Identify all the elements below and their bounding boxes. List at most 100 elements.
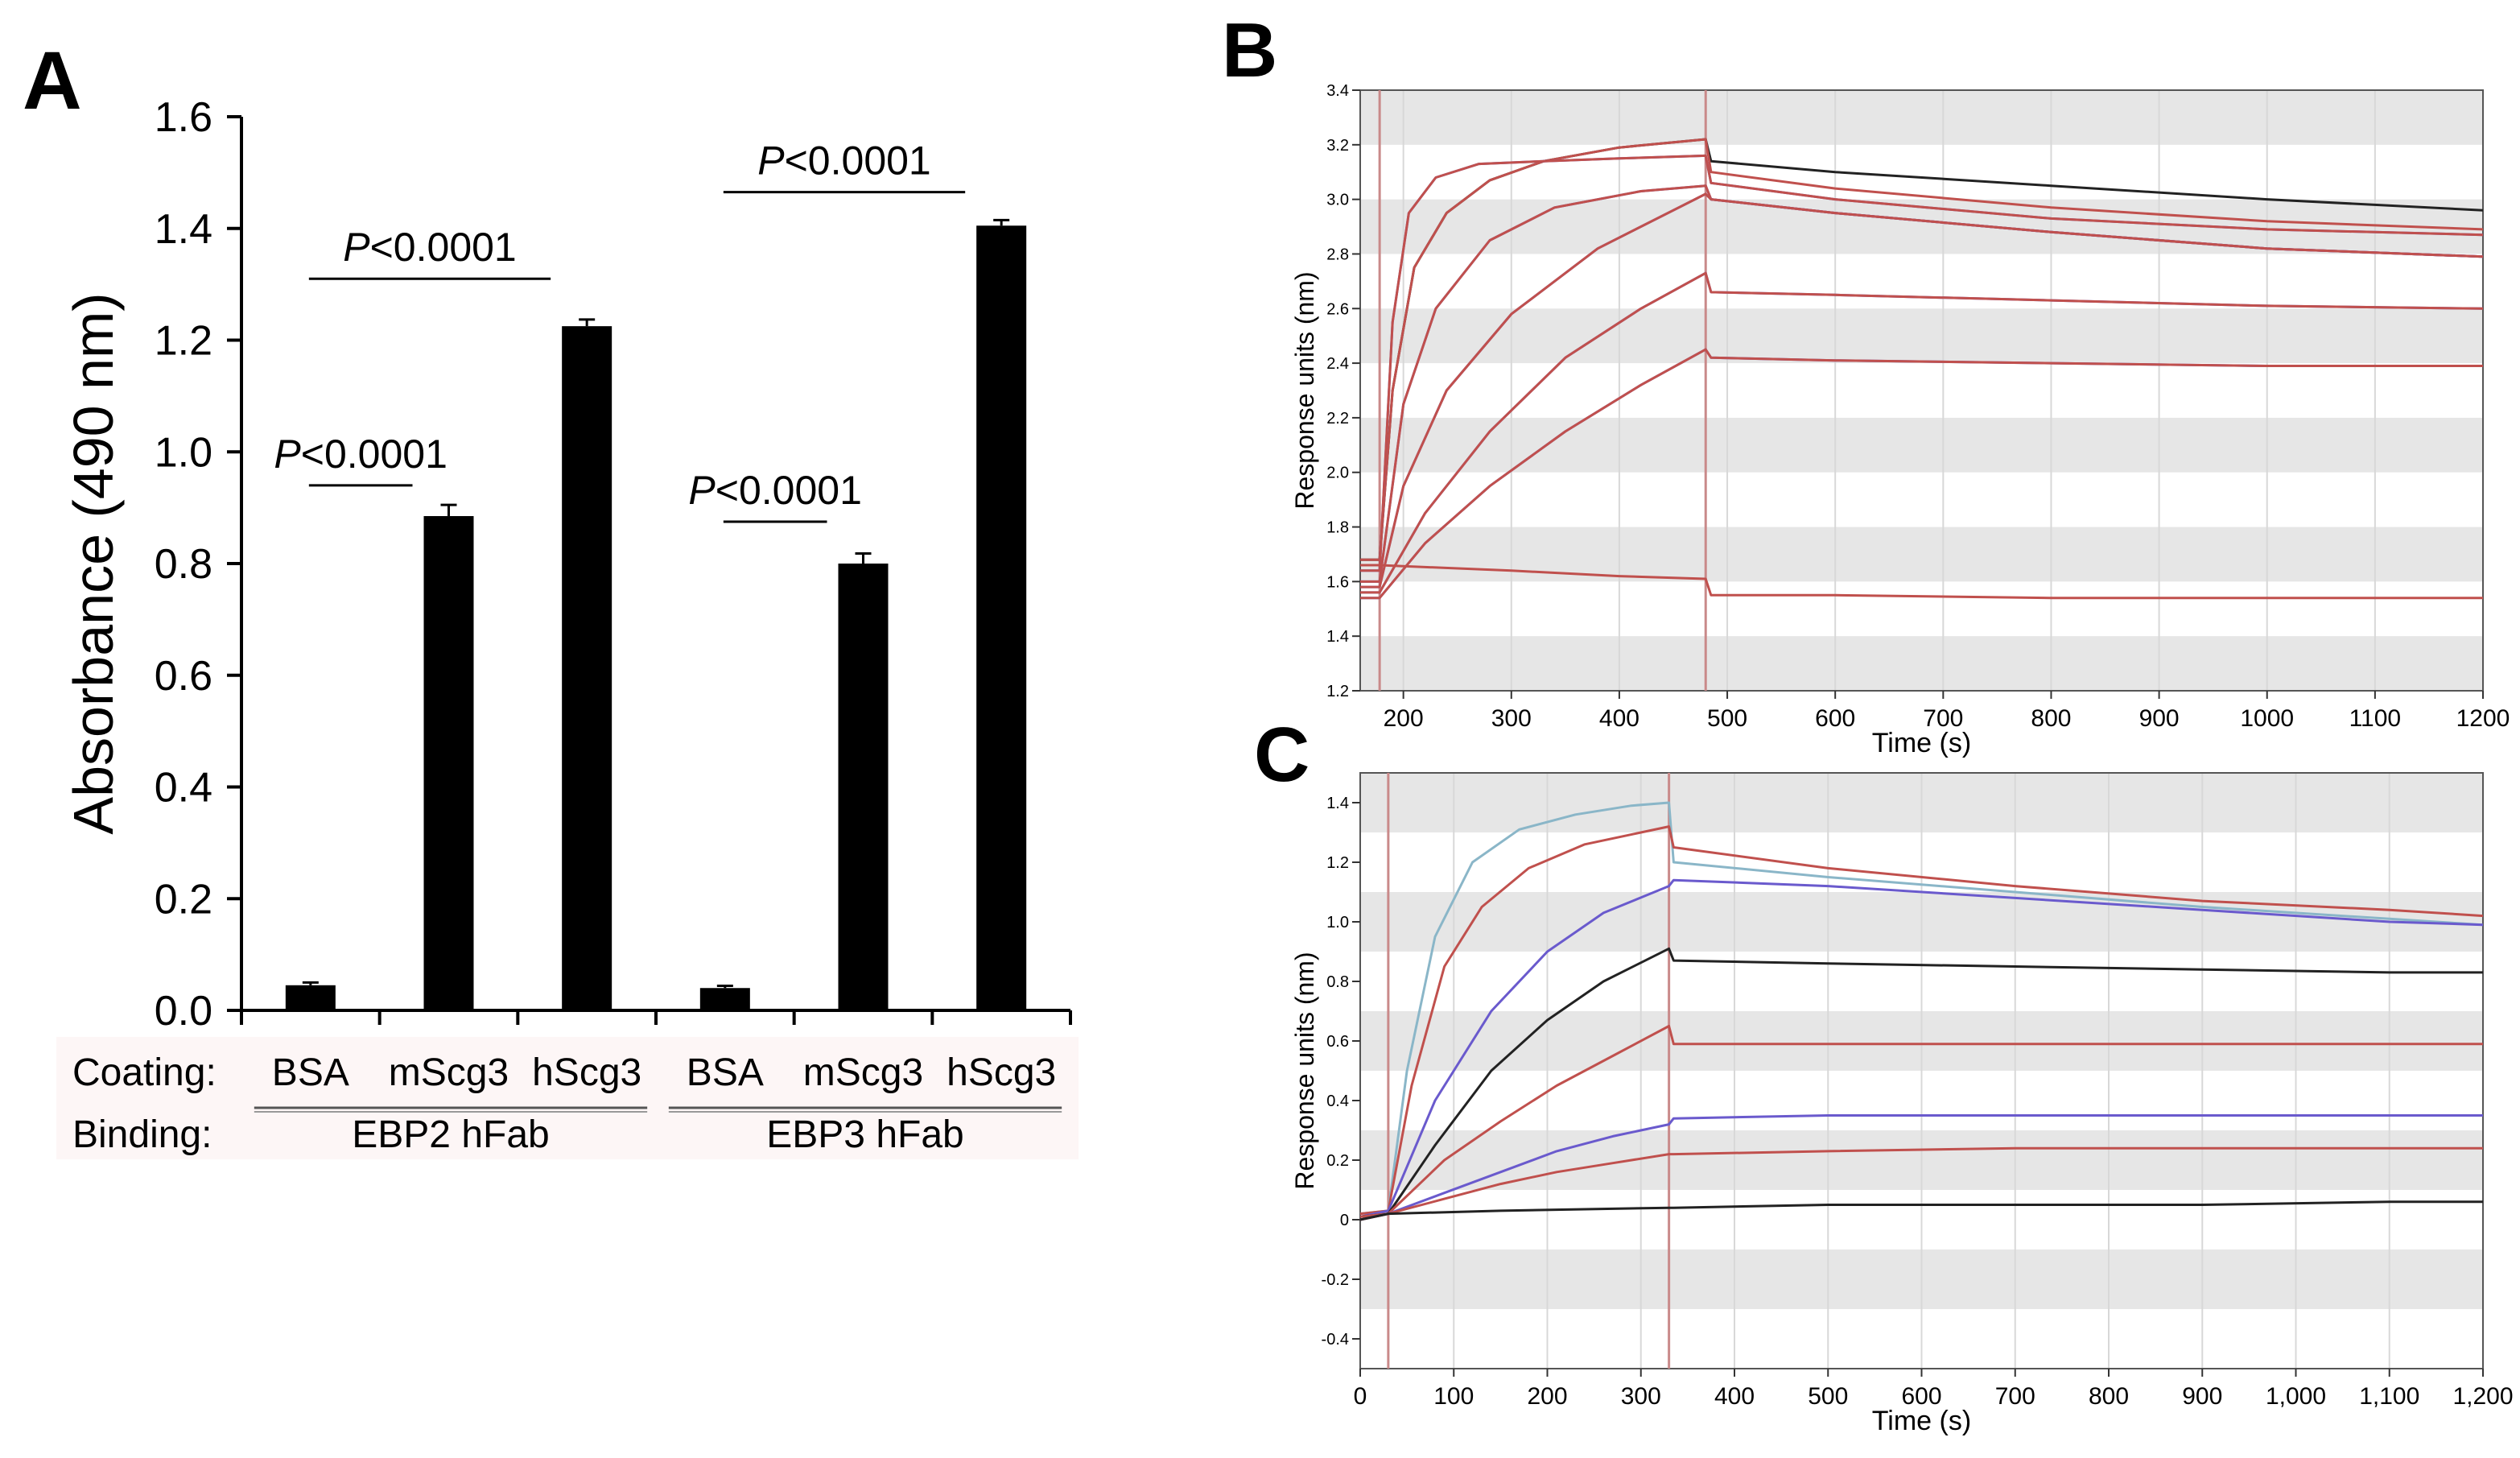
y-tick-label: 3.0 [1326,192,1349,209]
y-tick-label: 0.8 [155,541,212,588]
y-tick-label: 1.6 [155,94,212,141]
gridline-band [1360,636,2483,691]
x-tick-label: 700 [1923,705,1963,732]
x-tick-label: 1200 [2456,705,2510,732]
y-tick-label: -0.2 [1322,1271,1349,1289]
y-tick-label: 1.4 [155,206,212,253]
chart-c-line: -0.4 -0.2 0 0.2 0.4 0.6 0.8 1.0 1.2 1.4 0 100 200 300… [1290,772,2514,1436]
y-tick-label: 1.0 [155,429,212,476]
x-tick-label: 800 [2031,705,2071,732]
y-tick-label: 0.8 [1326,973,1349,991]
y-tick-label: 0.6 [1326,1033,1349,1051]
y-tick-label: 3.2 [1326,137,1349,155]
binding-row-label: Binding: [72,1113,212,1156]
x-tick-label: 0 [1354,1383,1367,1410]
p-value-label: P<0.0001 [343,225,517,270]
y-tick-label: 1.8 [1326,519,1349,537]
series-line-trace-1 [1359,801,2484,1216]
series-line-trace-7 [1359,1146,2483,1221]
x-tick-label: 800 [2089,1383,2129,1410]
gridline-band [1360,527,2483,582]
p-symbol: P [274,432,301,477]
bar [976,225,1027,1010]
y-tick-label: 1.4 [1326,795,1349,812]
bar [423,516,474,1010]
series-line-trace-2 [1359,825,2484,1216]
y-tick-label: 3.4 [1326,82,1349,100]
y-tick-label: -0.4 [1322,1331,1349,1349]
chart-b-line: 1.2 1.4 1.6 1.8 2.0 2.2 2.4 2.6 2.8 3.0 3.2 3.4 200 3… [1290,82,2510,758]
panel-label-b: B [1222,7,1277,93]
x-tick-label: 500 [1707,705,1747,732]
series-line-trace-7-data [1360,564,2483,600]
group-label: EBP2 hFab [352,1113,549,1156]
y-tick-label: 2.4 [1326,355,1349,373]
gridline-band [1360,417,2483,473]
bar [838,564,889,1010]
category-label: BSA [272,1051,349,1094]
y-tick-label: 0.4 [1326,1092,1349,1110]
y-tick-label: 1.0 [1326,914,1349,931]
group-label: EBP3 hFab [766,1113,963,1156]
x-tick-label: 1000 [2240,705,2294,732]
gridline-band [1360,90,2483,145]
series-line-trace-4-fit [1360,192,2484,589]
y-tick-label: 2.6 [1326,300,1349,318]
x-tick-label: 600 [1901,1383,1941,1410]
y-tick-label: 1.2 [1326,683,1349,700]
x-tick-label: 900 [2182,1383,2222,1410]
x-tick-label: 600 [1815,705,1855,732]
x-tick-label: 700 [1995,1383,2035,1410]
y-tick-label: 0.4 [155,765,212,812]
bar [562,326,612,1010]
panel-label-a: A [23,35,82,126]
y-tick-label: 1.6 [1326,573,1349,591]
x-tick-label: 100 [1433,1383,1474,1410]
x-tick-label: 300 [1621,1383,1661,1410]
series-line-trace-5 [1359,1025,2483,1218]
y-axis-label: Response units (nm) [1290,271,1319,509]
y-axis-label: Absorbance (490 nm) [62,292,125,834]
y-axis-label: Response units (nm) [1290,952,1319,1189]
y-tick-label: 0.0 [155,988,212,1035]
y-tick-label: 2.2 [1326,410,1349,427]
p-value-label: P<0.0001 [274,432,447,477]
y-tick-label: 1.4 [1326,628,1349,646]
y-tick-label: 1.2 [1326,854,1349,872]
x-axis-label: Time (s) [1872,1406,1971,1436]
series-line-trace-6 [1359,1114,2483,1221]
x-tick-label: 900 [2139,705,2180,732]
series-line-trace-3 [1359,878,2484,1218]
y-tick-label: 0 [1340,1212,1349,1229]
x-tick-label: 200 [1384,705,1424,732]
plot-frame [1359,89,2484,692]
p-threshold: <0.0001 [301,432,447,477]
p-symbol: P [688,468,716,513]
y-tick-label: 2.8 [1326,246,1349,263]
x-tick-label: 500 [1808,1383,1848,1410]
plot-background [1360,90,2483,691]
y-tick-label: 0.6 [155,653,212,700]
series-line-trace-8 [1359,1200,2483,1221]
category-label: mScg3 [389,1051,509,1094]
series-line-trace-2-fit [1360,154,2484,572]
x-tick-label: 400 [1599,705,1639,732]
bar [699,988,750,1010]
p-value-label: P<0.0001 [757,138,931,184]
y-tick-label: 0.2 [1326,1152,1349,1170]
x-tick-label: 1,100 [2359,1383,2419,1410]
y-tick-label: 0.2 [155,876,212,923]
p-symbol: P [343,225,370,270]
x-tick-label: 400 [1714,1383,1755,1410]
category-label: mScg3 [803,1051,923,1094]
bar [285,985,336,1010]
category-label: hScg3 [532,1051,641,1094]
gridline-band [1360,308,2483,364]
x-tick-label: 300 [1491,705,1532,732]
category-label: hScg3 [947,1051,1056,1094]
x-tick-label: 1,000 [2266,1383,2326,1410]
category-label: BSA [687,1051,764,1094]
panel-label-c: C [1254,712,1309,798]
series-line-trace-6-fit [1360,348,2483,600]
